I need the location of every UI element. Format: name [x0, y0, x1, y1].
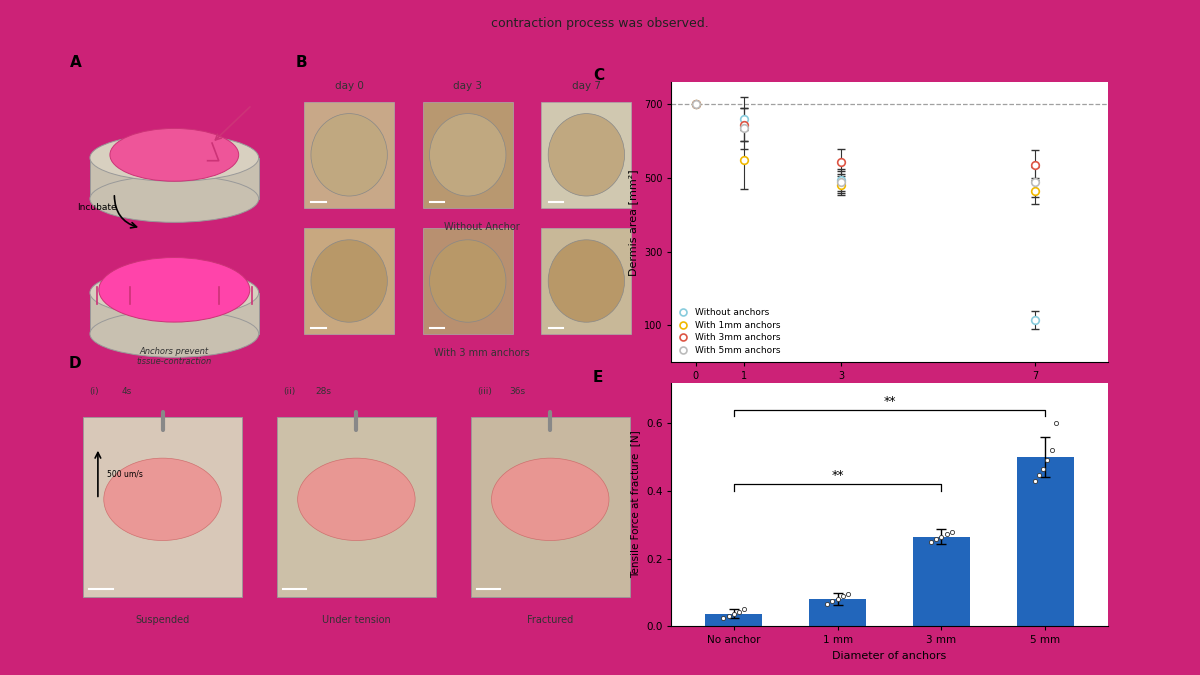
Bar [305, 102, 394, 208]
Point [730, 607, 749, 618]
Text: E: E [593, 371, 604, 385]
X-axis label: Diameter of anchors: Diameter of anchors [833, 651, 947, 661]
Ellipse shape [430, 240, 506, 322]
Point [1038, 455, 1057, 466]
Ellipse shape [90, 134, 259, 181]
Text: day 0: day 0 [335, 82, 364, 92]
Ellipse shape [90, 269, 259, 316]
Bar [541, 228, 631, 334]
Point [1042, 445, 1061, 456]
Text: 36s: 36s [509, 387, 526, 396]
Text: (ii): (ii) [283, 387, 295, 396]
Text: Anchors prevent
tissue-contraction: Anchors prevent tissue-contraction [137, 347, 212, 366]
Point [1025, 475, 1044, 486]
Text: 4s: 4s [121, 387, 132, 396]
Point [932, 531, 952, 542]
Bar [706, 614, 762, 626]
Point [817, 599, 836, 610]
Point [839, 589, 858, 599]
Text: 500 um/s: 500 um/s [107, 469, 143, 478]
Text: Incubate: Incubate [77, 203, 116, 212]
Text: (i): (i) [89, 387, 98, 396]
Text: **: ** [832, 469, 844, 483]
Text: day 7: day 7 [572, 82, 601, 92]
Point [937, 529, 956, 540]
Text: (iii): (iii) [476, 387, 492, 396]
Point [714, 612, 733, 623]
Bar [422, 228, 512, 334]
Text: D: D [68, 356, 82, 371]
Point [823, 595, 842, 606]
Bar [470, 417, 630, 597]
Ellipse shape [430, 113, 506, 196]
Point [1046, 418, 1066, 429]
Ellipse shape [492, 458, 608, 541]
Bar [913, 537, 970, 626]
Text: **: ** [883, 395, 895, 408]
Bar [277, 417, 436, 597]
Polygon shape [90, 158, 259, 199]
Point [1030, 469, 1049, 480]
X-axis label: Time (day): Time (day) [859, 387, 919, 397]
Bar [305, 228, 394, 334]
Text: Suspended: Suspended [136, 615, 190, 625]
Ellipse shape [98, 258, 250, 322]
Ellipse shape [311, 240, 388, 322]
Ellipse shape [90, 176, 259, 222]
Bar [541, 102, 631, 208]
Point [719, 611, 738, 622]
Point [926, 534, 946, 545]
Text: 28s: 28s [316, 387, 331, 396]
Bar [83, 417, 242, 597]
Text: day 3: day 3 [454, 82, 482, 92]
Text: Without Anchor: Without Anchor [444, 222, 520, 232]
Ellipse shape [548, 113, 624, 196]
Legend: Without anchors, With 1mm anchors, With 3mm anchors, With 5mm anchors: Without anchors, With 1mm anchors, With … [676, 306, 784, 358]
Ellipse shape [548, 240, 624, 322]
Ellipse shape [311, 113, 388, 196]
Ellipse shape [110, 128, 239, 181]
Text: Fractured: Fractured [527, 615, 574, 625]
Point [833, 591, 852, 601]
Point [922, 537, 941, 548]
Text: A: A [70, 55, 82, 70]
Ellipse shape [90, 310, 259, 357]
Ellipse shape [103, 458, 221, 541]
Ellipse shape [298, 458, 415, 541]
Point [1033, 464, 1052, 475]
Text: With 3 mm anchors: With 3 mm anchors [434, 348, 530, 358]
Point [734, 604, 754, 615]
Y-axis label: Tensile Force at fracture  [N]: Tensile Force at fracture [N] [630, 431, 641, 578]
Text: C: C [593, 68, 604, 83]
Point [942, 527, 961, 538]
Point [828, 593, 847, 604]
Text: B: B [295, 55, 307, 70]
Bar [422, 102, 512, 208]
Polygon shape [90, 293, 259, 334]
Point [724, 608, 743, 619]
Y-axis label: Dermis area [mm²]: Dermis area [mm²] [629, 169, 638, 275]
Text: Under tension: Under tension [322, 615, 391, 625]
Bar [809, 599, 866, 626]
Text: contraction process was observed.: contraction process was observed. [491, 17, 709, 30]
Bar [1016, 457, 1074, 626]
